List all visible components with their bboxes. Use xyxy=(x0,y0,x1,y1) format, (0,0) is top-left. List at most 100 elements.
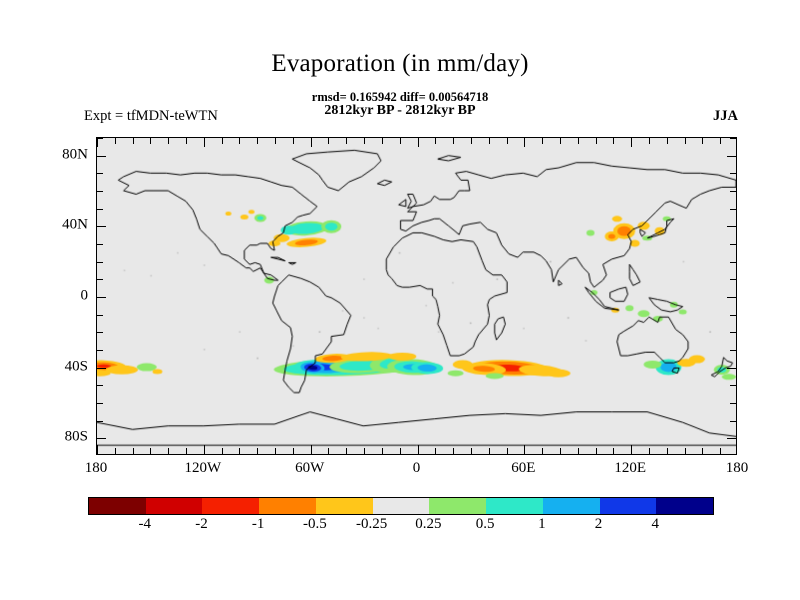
axis-tick xyxy=(727,438,736,440)
axis-tick xyxy=(239,138,241,144)
axis-tick xyxy=(524,138,526,147)
colorbar-tick-label: 1 xyxy=(538,516,546,532)
axis-tick xyxy=(417,138,419,147)
axis-tick xyxy=(542,448,544,454)
axis-tick xyxy=(203,138,205,147)
axis-tick xyxy=(97,445,98,454)
axis-tick xyxy=(239,448,241,454)
axis-tick xyxy=(97,208,103,210)
axis-tick xyxy=(730,279,736,281)
axis-tick xyxy=(631,138,633,147)
axis-tick xyxy=(97,138,98,147)
axis-tick xyxy=(720,138,722,144)
colorbar xyxy=(88,497,714,515)
map-plot-area xyxy=(96,137,737,455)
axis-tick xyxy=(453,138,455,144)
y-axis-label: 80S xyxy=(64,428,88,445)
axis-tick xyxy=(97,279,103,281)
axis-tick xyxy=(613,138,615,144)
axis-tick xyxy=(97,261,103,263)
axis-tick xyxy=(364,448,366,454)
axis-tick xyxy=(524,445,526,454)
axis-tick xyxy=(730,191,736,192)
axis-tick xyxy=(132,448,134,454)
y-axis-label: 40S xyxy=(64,358,88,375)
colorbar-tick-label: 4 xyxy=(651,516,660,532)
axis-tick xyxy=(97,332,103,334)
axis-tick xyxy=(97,350,103,351)
axis-tick xyxy=(559,138,561,144)
axis-tick xyxy=(97,244,103,245)
axis-tick xyxy=(435,448,437,454)
period-comparison-line: 2812kyr BP - 2812kyr BP xyxy=(324,103,476,118)
x-axis-label: 0 xyxy=(412,460,421,476)
axis-tick xyxy=(203,445,205,454)
axis-tick xyxy=(720,448,722,454)
colorbar-segment xyxy=(372,498,430,514)
axis-tick xyxy=(310,445,312,454)
axis-tick xyxy=(221,448,223,454)
axis-tick xyxy=(168,138,170,144)
axis-tick xyxy=(186,448,188,454)
axis-tick xyxy=(97,314,103,316)
axis-tick xyxy=(666,448,668,454)
axis-tick xyxy=(684,448,686,454)
colorbar-segment xyxy=(599,498,657,514)
axis-tick xyxy=(730,244,736,245)
axis-tick xyxy=(399,448,401,454)
colorbar-tick-label: 0.25 xyxy=(415,516,442,532)
axis-tick xyxy=(631,445,633,454)
axis-tick xyxy=(730,314,736,316)
axis-tick xyxy=(417,445,419,454)
axis-tick xyxy=(730,420,736,422)
colorbar-segment xyxy=(202,498,260,514)
axis-tick xyxy=(346,138,348,144)
axis-tick xyxy=(168,448,170,454)
axis-tick xyxy=(150,138,152,144)
colorbar-segment xyxy=(145,498,203,514)
y-axis-label: 40N xyxy=(62,216,88,233)
colorbar-tick-label: -0.5 xyxy=(303,516,327,532)
colorbar-segment xyxy=(259,498,316,514)
colorbar-segment xyxy=(656,498,714,514)
axis-tick xyxy=(257,448,259,454)
season-label: JJA xyxy=(713,108,738,124)
axis-tick xyxy=(730,403,736,404)
axis-tick xyxy=(132,138,134,144)
x-axis-label: 180 xyxy=(84,460,108,476)
axis-tick xyxy=(114,448,116,454)
colorbar-tick-label: -0.25 xyxy=(356,516,388,532)
colorbar-segment xyxy=(486,498,543,514)
axis-tick xyxy=(648,138,650,144)
axis-tick xyxy=(381,138,383,144)
axis-tick xyxy=(542,138,544,144)
axis-tick xyxy=(730,385,736,387)
colorbar-tick-label: -2 xyxy=(195,516,208,532)
x-axis-label: 120E xyxy=(614,460,646,476)
colorbar-tick-label: -1 xyxy=(251,516,265,532)
colorbar-segment xyxy=(315,498,373,514)
axis-tick xyxy=(97,138,103,139)
axis-tick xyxy=(399,138,401,144)
axis-tick xyxy=(559,448,561,454)
colorbar-tick-label: 2 xyxy=(594,516,603,532)
axis-tick xyxy=(595,448,597,454)
axis-tick xyxy=(97,297,106,298)
axis-tick xyxy=(114,138,116,144)
colorbar-segment xyxy=(89,498,146,514)
axis-tick xyxy=(221,138,223,144)
axis-tick xyxy=(328,138,330,144)
map-anomaly-canvas xyxy=(97,138,736,454)
axis-tick xyxy=(730,138,736,139)
axis-tick xyxy=(97,155,106,157)
axis-tick xyxy=(328,448,330,454)
axis-tick xyxy=(577,138,579,144)
axis-tick xyxy=(435,138,437,144)
axis-tick xyxy=(684,138,686,144)
axis-tick xyxy=(97,226,106,228)
page-title: Evaporation (in mm/day) xyxy=(271,50,529,77)
axis-tick xyxy=(470,448,472,454)
x-axis-label: 60E xyxy=(511,460,536,476)
experiment-label: Expt = tfMDN-teWTN xyxy=(84,108,218,124)
axis-tick xyxy=(506,448,508,454)
